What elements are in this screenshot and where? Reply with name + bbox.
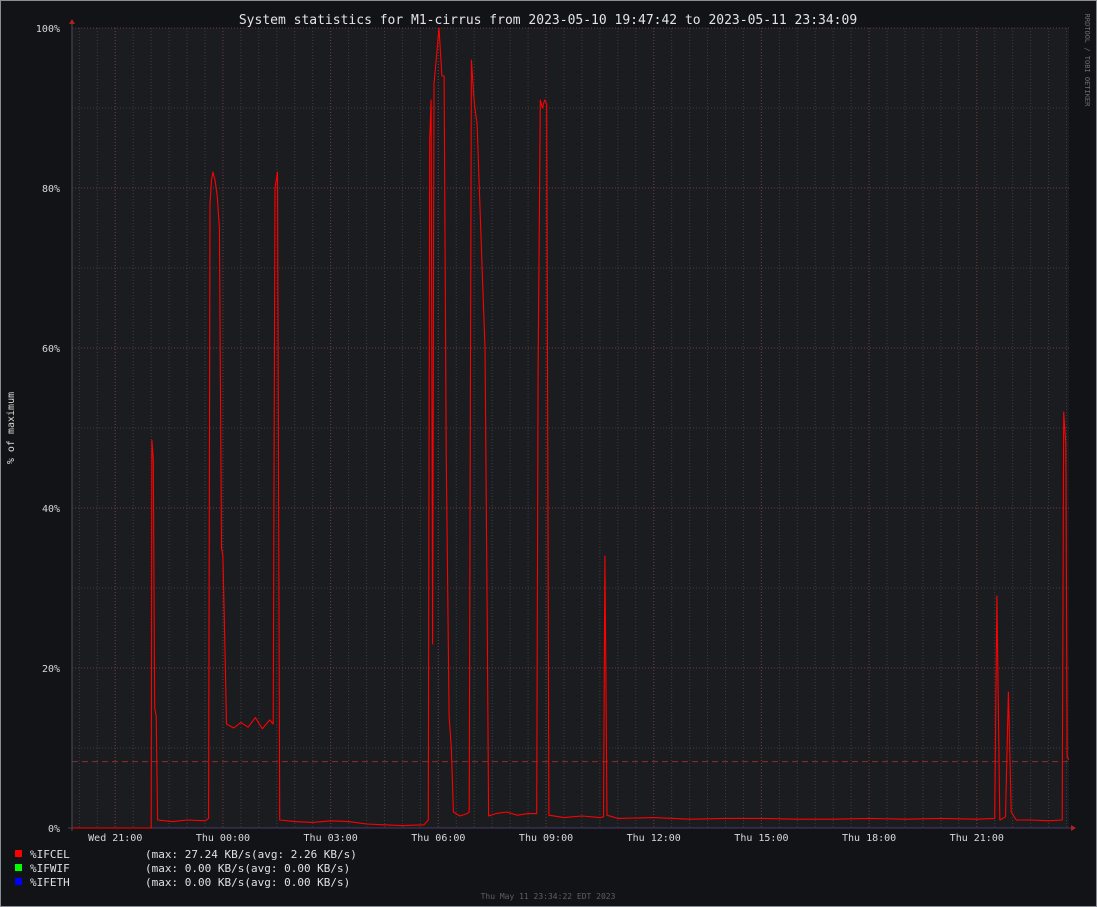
y-tick-label: 60% xyxy=(42,344,60,355)
rrdtool-watermark: RRDTOOL / TOBI OETIKER xyxy=(1083,14,1091,108)
x-tick-labels: Wed 21:00 Thu 00:00 Thu 03:00 Thu 06:00 Thu … xyxy=(88,833,1004,844)
x-tick-label: Thu 00:00 xyxy=(196,833,250,844)
x-tick-label: Thu 03:00 xyxy=(304,833,358,844)
legend-series-max: (max: 27.24 KB/s(avg: 2.26 KB/s) xyxy=(145,848,357,861)
legend-series-max: (max: 0.00 KB/s(avg: 0.00 KB/s) xyxy=(145,862,350,875)
legend-swatch xyxy=(15,864,22,871)
x-tick-label: Wed 21:00 xyxy=(88,833,142,844)
y-axis-arrow xyxy=(69,19,75,24)
series-line-ifcel xyxy=(72,27,1070,829)
series-layer xyxy=(72,27,1070,829)
x-tick-label: Thu 06:00 xyxy=(411,833,465,844)
x-tick-label: Thu 12:00 xyxy=(627,833,681,844)
legend: %IFCEL (max: 27.24 KB/s(avg: 2.26 KB/s) %I… xyxy=(15,848,357,889)
y-tick-label: 100% xyxy=(36,24,60,35)
x-axis-arrow xyxy=(1071,825,1076,831)
legend-swatch xyxy=(15,850,22,857)
y-tick-label: 80% xyxy=(42,184,60,195)
legend-swatch xyxy=(15,878,22,885)
minor-grid xyxy=(72,28,1069,828)
legend-series-max: (max: 0.00 KB/s(avg: 0.00 KB/s) xyxy=(145,876,350,889)
y-tick-label: 20% xyxy=(42,664,60,675)
y-tick-labels: 0% 20% 40% 60% 80% 100% xyxy=(36,24,60,835)
y-tick-label: 40% xyxy=(42,504,60,515)
legend-series-name: %IFWIF xyxy=(30,862,70,875)
footer-timestamp: Thu May 11 23:34:22 EDT 2023 xyxy=(481,892,616,901)
major-grid xyxy=(72,27,1069,829)
x-tick-label: Thu 18:00 xyxy=(842,833,896,844)
legend-series-name: %IFETH xyxy=(30,876,70,889)
legend-series-name: %IFCEL xyxy=(30,848,70,861)
x-tick-label: Thu 09:00 xyxy=(519,833,573,844)
y-tick-label: 0% xyxy=(48,824,60,835)
x-tick-label: Thu 15:00 xyxy=(734,833,788,844)
chart-title: System statistics for M1-cirrus from 202… xyxy=(239,13,857,28)
y-axis-label: % of maximum xyxy=(6,392,17,464)
x-tick-label: Thu 21:00 xyxy=(950,833,1004,844)
axes xyxy=(68,19,1076,831)
